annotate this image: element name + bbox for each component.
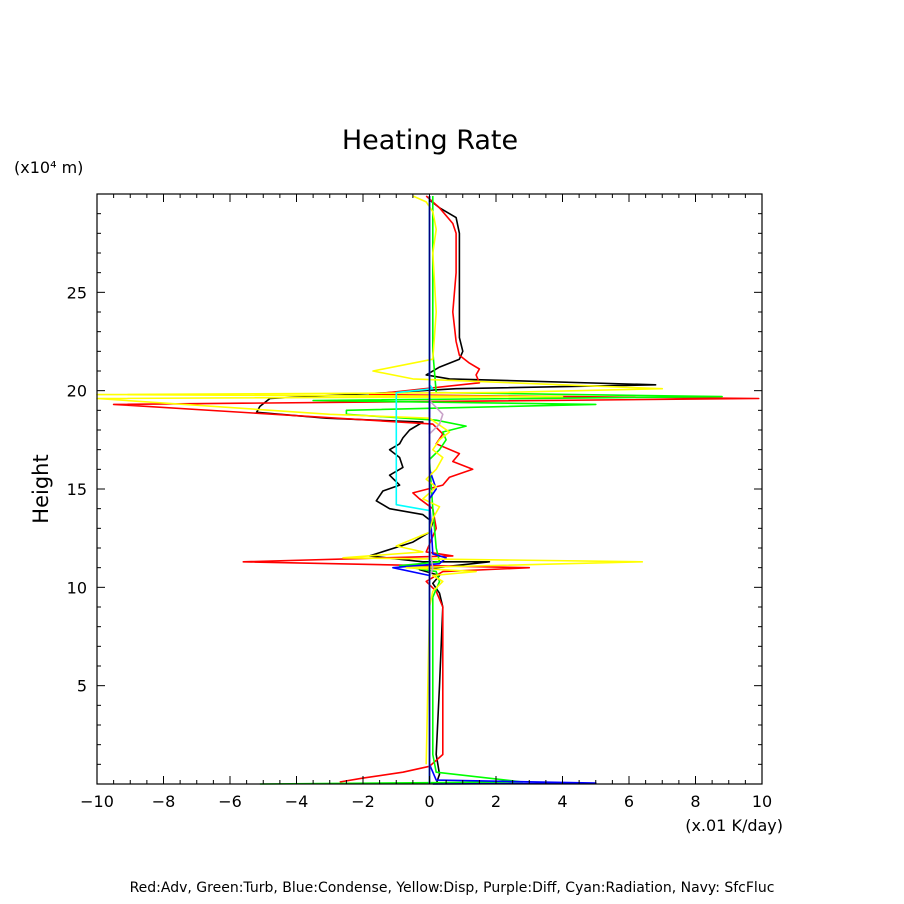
series-line-0 [255,199,657,785]
y-unit-label: (x10⁴ m) [14,158,83,177]
series-line-4 [96,195,664,765]
y-tick-label: 5 [77,677,87,696]
series-line-2 [259,196,723,785]
x-tick-label: 0 [424,792,434,811]
ticks-layer [96,194,763,784]
x-tick-label: −8 [152,792,176,811]
x-tick-label: −4 [285,792,309,811]
x-tick-label: 6 [624,792,634,811]
x-tick-label: 10 [752,792,772,811]
tick-labels-layer: −10 −8 −6 −4 −2 0 2 4 6 8 10 5 10 15 20 25 [67,283,773,811]
x-tick-label: 8 [690,792,700,811]
x-tick-label: 2 [491,792,501,811]
y-tick-label: 10 [67,578,87,597]
y-tick-label: 25 [67,283,87,302]
series-line-1 [112,195,760,783]
x-tick-label: 4 [557,792,567,811]
y-tick-label: 20 [67,382,87,401]
legend-text: Red:Adv, Green:Turb, Blue:Condense, Yell… [130,880,775,896]
x-unit-label: (x.01 K/day) [685,816,783,835]
chart-title: Heating Rate [342,125,518,156]
series-layer [96,195,760,785]
x-tick-label: −10 [80,792,114,811]
series-line-3 [392,196,597,785]
x-tick-label: −2 [351,792,375,811]
y-axis-label: Height [29,454,53,523]
y-tick-label: 15 [67,480,87,499]
x-tick-label: −6 [218,792,242,811]
